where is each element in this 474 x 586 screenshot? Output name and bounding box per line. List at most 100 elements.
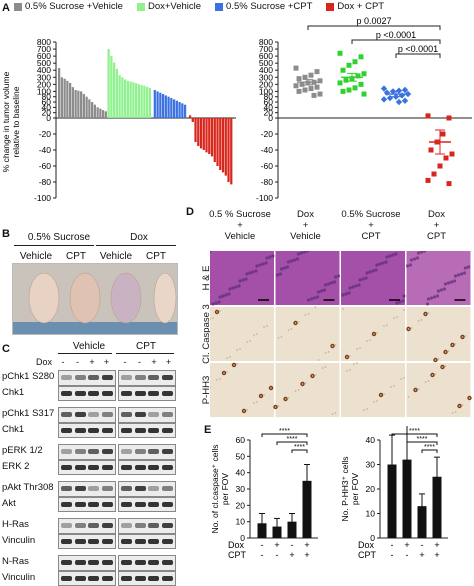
panel-c-group-cpt: CPT xyxy=(118,342,174,352)
dox-sign: + xyxy=(102,357,112,367)
blot-strip xyxy=(58,407,116,423)
histology-background-cell xyxy=(421,319,423,321)
histology-background-cell xyxy=(216,311,218,313)
blot-band xyxy=(102,523,113,528)
histology-background-cell xyxy=(312,375,314,377)
histology-background-cell xyxy=(396,316,398,318)
legend-item-dox-vehicle: Dox+Vehicle xyxy=(137,1,201,12)
histology-background-cell xyxy=(246,341,248,343)
e-cpt-sign: + xyxy=(419,550,424,560)
waterfall-bar xyxy=(124,79,126,118)
blot-band xyxy=(61,412,72,417)
e-tick-label: 40 xyxy=(236,468,246,478)
histology-background-cell xyxy=(403,309,405,311)
blot-band xyxy=(148,449,159,454)
e-tick-label: 30 xyxy=(236,484,246,494)
waterfall-bar xyxy=(165,95,167,118)
histology-nucleus xyxy=(410,258,413,261)
e-significance: **** xyxy=(409,428,420,435)
histology-nucleus xyxy=(307,298,310,301)
panel-b-group-sucrose: 0.5% Sucrose xyxy=(20,233,98,243)
histology-nucleus xyxy=(337,274,340,277)
dox-sign: - xyxy=(135,357,145,367)
blot-strip xyxy=(118,407,176,423)
histology-background-cell xyxy=(236,349,238,351)
blot-band xyxy=(75,486,86,491)
blot-band xyxy=(148,412,159,417)
histology-nucleus xyxy=(283,266,286,269)
blot-band xyxy=(88,391,99,396)
waterfall-bar xyxy=(178,102,180,118)
histology-nucleus xyxy=(264,261,267,264)
histology-nucleus xyxy=(238,279,241,282)
waterfall-bars xyxy=(58,49,232,184)
blot-band xyxy=(121,391,132,396)
histology-nucleus xyxy=(265,256,268,259)
histology-background-cell xyxy=(281,336,283,338)
waterfall-bar xyxy=(69,83,71,118)
histology-background-cell xyxy=(455,411,457,413)
waterfall-bar xyxy=(72,87,74,118)
histology-background-cell xyxy=(249,340,251,342)
histology-background-cell xyxy=(223,372,225,374)
blot-band xyxy=(88,560,99,565)
blot-band xyxy=(135,539,146,544)
panel-d-column-header: 0.5% Sucrose xyxy=(339,210,403,220)
histology-background-cell xyxy=(328,351,330,353)
histology-nucleus xyxy=(374,268,377,271)
panel-d-column-header: CPT xyxy=(405,232,469,242)
histology-nucleus xyxy=(454,274,457,277)
dot-plot-point xyxy=(438,164,443,169)
histology-background-cell xyxy=(219,378,221,380)
histology-background-cell xyxy=(246,409,248,411)
dot-plot-bracket xyxy=(396,54,440,58)
blot-strip xyxy=(118,518,176,534)
blot-strip xyxy=(58,386,116,402)
dot-plot-point xyxy=(294,83,299,88)
histology-nucleus xyxy=(394,252,397,255)
dot-plot-point xyxy=(426,178,431,183)
dot-plot-p-value: p 0.0027 xyxy=(356,16,391,26)
histology-background-cell xyxy=(435,359,437,361)
e-tick-label: 20 xyxy=(366,484,376,494)
blot-band xyxy=(148,486,159,491)
histology-background-cell xyxy=(425,313,427,315)
histology-background-cell xyxy=(452,344,454,346)
blot-band xyxy=(102,539,113,544)
waterfall-bar xyxy=(205,118,207,152)
blot-band xyxy=(148,391,159,396)
histology-nucleus xyxy=(401,299,404,302)
waterfall-bar xyxy=(88,99,90,118)
blot-band xyxy=(121,539,132,544)
waterfall-bar xyxy=(66,81,68,118)
waterfall-bar xyxy=(149,88,151,118)
blot-strip xyxy=(58,534,116,550)
histology-background-cell xyxy=(411,327,413,329)
histology-background-cell xyxy=(291,328,293,330)
histology-background-cell xyxy=(366,408,368,410)
e-ylabel: per FOV xyxy=(220,473,230,505)
dot-plot-tick-label: -100 xyxy=(256,193,273,203)
blot-band xyxy=(148,428,159,433)
dot-plot-point xyxy=(399,92,405,98)
blot-band xyxy=(61,560,72,565)
panel-d-column-header: Vehicle xyxy=(274,232,338,242)
waterfall-bar xyxy=(214,118,216,162)
dot-plot-point xyxy=(387,95,393,101)
histology-background-cell xyxy=(253,334,255,336)
blot-band xyxy=(102,465,113,470)
legend-swatch xyxy=(14,3,22,11)
histology-background-cell xyxy=(438,358,440,360)
blot-row-label: Chk1 xyxy=(2,388,56,398)
mouse-3 xyxy=(111,273,141,323)
histology-background-cell xyxy=(418,388,420,390)
blot-band xyxy=(102,560,113,565)
blot-band xyxy=(88,465,99,470)
histology-background-cell xyxy=(386,324,388,326)
blot-band xyxy=(61,465,72,470)
blot-band xyxy=(162,523,173,528)
histology-nucleus xyxy=(416,256,419,259)
waterfall-bar xyxy=(127,81,129,118)
